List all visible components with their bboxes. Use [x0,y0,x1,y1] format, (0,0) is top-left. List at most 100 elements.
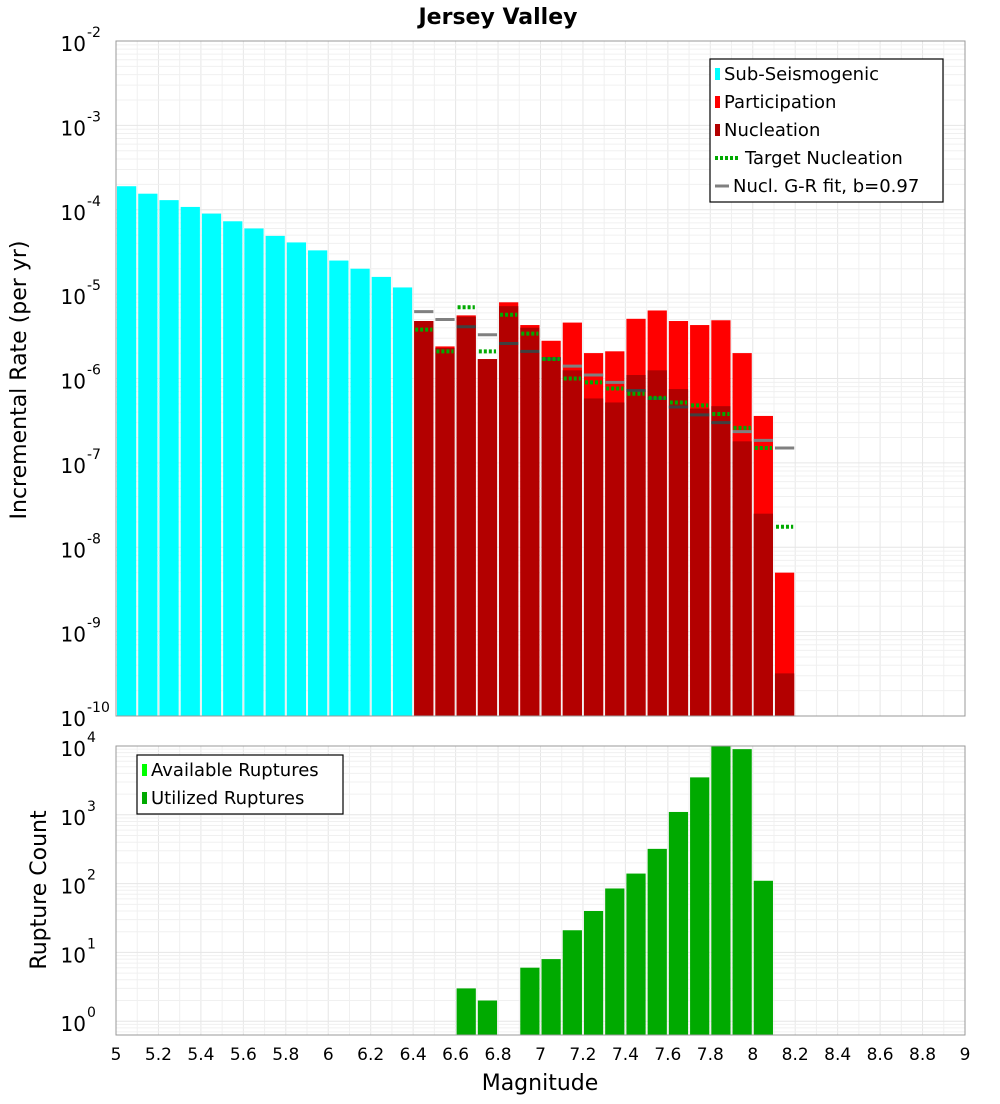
nucleation-bar [732,441,752,716]
y-tick-label: 10 [61,943,86,967]
sub-seismogenic-bar [286,242,307,716]
nucleation-bar [605,402,625,716]
legend-label: Target Nucleation [744,148,903,169]
bars [117,186,795,717]
utilized-ruptures-bar [711,746,731,1035]
y-tick-label: 10 [61,370,86,394]
nucleation-bar [583,398,604,716]
legend-item: Target Nucleation [715,148,903,169]
sub-seismogenic-bar [201,213,222,717]
y-tick-label: 10 [61,201,86,225]
x-tick-label: 6.4 [400,1045,427,1065]
y-tick-exponent: -3 [87,109,101,125]
x-tick-label: 7.6 [654,1045,681,1065]
y-tick-exponent: 4 [87,730,96,746]
x-tick-label: 7 [535,1045,546,1065]
legend-label: Sub-Seismogenic [724,64,879,85]
nucleation-bar [626,375,646,716]
x-tick-label: 5.2 [145,1045,172,1065]
sub-seismogenic-bar [138,193,158,716]
legend-item: Utilized Ruptures [142,788,304,809]
nucleation-bar [753,513,773,716]
target-nucleation-series [415,305,794,529]
x-tick-label: 9 [960,1045,971,1065]
utilized-ruptures-bar [583,911,604,1035]
legend-label: Nucleation [724,120,820,141]
utilized-ruptures-bar [520,967,540,1035]
legend-label: Available Ruptures [151,760,319,781]
plot-frame [115,745,966,1036]
nucleation-bar [414,321,434,716]
nucleation-bar [456,316,476,716]
utilized-ruptures-bar [753,880,773,1035]
legend-item: Nucleation [715,120,820,141]
x-tick-label: 6.8 [485,1045,512,1065]
bars [456,746,773,1035]
legend-swatch [142,764,147,776]
y-axis-label-rate: Incremental Rate (per yr) [7,241,32,520]
y-tick-label: 10 [61,707,86,731]
x-tick-label: 7.2 [569,1045,596,1065]
utilized-ruptures-bar [647,848,667,1035]
y-tick-exponent: -7 [87,447,101,463]
nucleation-bar [647,370,667,716]
y-tick-label: 10 [61,623,86,647]
y-tick-exponent: -4 [87,194,101,210]
legend-swatch [142,792,147,804]
nucleation-bar [711,406,731,716]
sub-seismogenic-bar [371,276,391,716]
nucleation-bar [520,327,540,716]
y-tick-label: 10 [61,875,86,899]
y-tick-label: 10 [61,285,86,309]
legend-swatch [715,124,720,136]
y-tick-exponent: -2 [87,25,101,41]
legend-item: Participation [715,92,836,113]
x-tick-label: 8.8 [909,1045,936,1065]
legend-label: Participation [724,92,836,113]
y-tick-exponent: 0 [87,1005,96,1021]
plot-frame [115,40,966,717]
legend: Available Ruptures Utilized Ruptures [136,754,344,815]
legend-swatch [715,96,720,108]
utilized-ruptures-bar [605,888,625,1035]
utilized-ruptures-bar [732,749,752,1035]
y-tick-exponent: -10 [87,700,110,716]
legend-frame [136,754,344,815]
utilized-ruptures-bar [690,777,710,1035]
nucleation-bar [435,347,455,716]
legend-label: Utilized Ruptures [151,788,304,809]
x-axis-label: Magnitude [482,1071,599,1096]
y-tick-exponent: 1 [87,936,96,952]
x-tick-label: 8.4 [824,1045,851,1065]
sub-seismogenic-bar [223,221,243,716]
y-tick-label: 10 [61,538,86,562]
x-tick-label: 5.6 [230,1045,257,1065]
utilized-ruptures-bar [541,959,561,1035]
utilized-ruptures-bar [477,1000,498,1035]
legend-swatch [715,68,720,80]
sub-seismogenic-bar [308,250,328,717]
legend-item: Sub-Seismogenic [715,64,879,85]
sub-seismogenic-bar [350,268,370,716]
y-tick-exponent: -5 [87,278,101,294]
legend-item: Nucl. G-R fit, b=0.97 [715,176,919,197]
legend-item: Available Ruptures [142,760,319,781]
y-axis-label-count: Rupture Count [27,810,52,970]
legend-label: Nucl. G-R fit, b=0.97 [733,176,919,197]
sub-seismogenic-bar [159,200,179,716]
x-tick-label: 8.2 [782,1045,809,1065]
legend-frame [709,58,944,203]
utilized-ruptures-bar [456,988,476,1035]
y-tick-exponent: 2 [87,868,96,884]
y-tick-exponent: -9 [87,616,101,632]
nucleation-bar [774,673,795,716]
x-tick-label: 5 [111,1045,122,1065]
y-tick-label: 10 [61,806,86,830]
x-tick-label: 5.8 [272,1045,299,1065]
y-tick-exponent: 3 [87,799,96,815]
x-tick-labels: 5 5.2 5.4 5.6 5.8 6 6.2 6.4 6.6 6.8 7 7.2 7.4 7.6 7.8 8… [111,1045,971,1065]
